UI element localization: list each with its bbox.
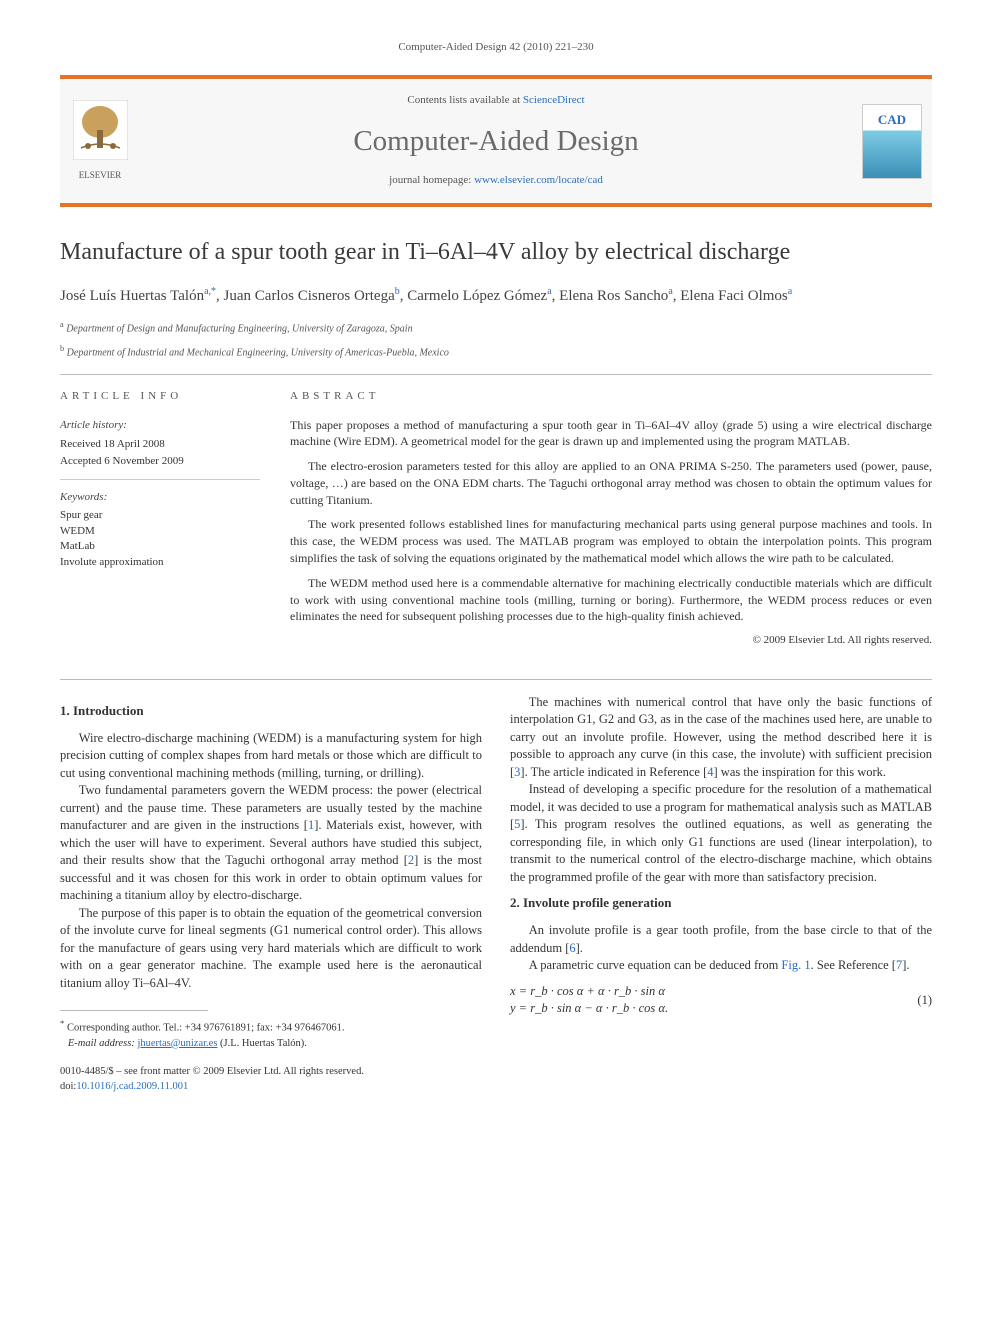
footnote-rule: [60, 1010, 208, 1011]
article-title: Manufacture of a spur tooth gear in Ti–6…: [60, 237, 932, 268]
elsevier-tree-icon: [73, 100, 128, 160]
author-3[interactable]: Carmelo López Gómeza: [407, 288, 551, 304]
article-history-heading: Article history:: [60, 417, 260, 434]
journal-homepage-line: journal homepage: www.elsevier.com/locat…: [140, 173, 852, 188]
footer-copyright: 0010-4485/$ – see front matter © 2009 El…: [60, 1065, 932, 1080]
keyword-2: WEDM: [60, 524, 260, 539]
eq1-number: (1): [917, 992, 932, 1010]
author-2[interactable]: Juan Carlos Cisneros Ortegab: [224, 288, 400, 304]
abstract-p3: The work presented follows established l…: [290, 516, 932, 566]
publisher-name: ELSEVIER: [70, 169, 130, 182]
article-body: 1. Introduction Wire electro-discharge m…: [60, 694, 932, 1052]
divider: [60, 374, 932, 375]
journal-name: Computer-Aided Design: [140, 121, 852, 162]
footnotes: * Corresponding author. Tel.: +34 976761…: [60, 1017, 482, 1051]
homepage-prefix: journal homepage:: [389, 174, 474, 186]
equation-1: x = r_b · cos α + α · r_b · sin α y = r_…: [510, 983, 932, 1018]
eq1-line2: y = r_b · sin α − α · r_b · cos α.: [510, 1000, 668, 1018]
s2-p2: A parametric curve equation can be deduc…: [510, 957, 932, 975]
article-info-sidebar: ARTICLE INFO Article history: Received 1…: [60, 389, 260, 649]
email-line: E-mail address: jhuertas@unizar.es (J.L.…: [60, 1037, 482, 1052]
author-5[interactable]: Elena Faci Olmosa: [680, 288, 792, 304]
contents-prefix: Contents lists available at: [407, 94, 522, 106]
accepted-date: Accepted 6 November 2009: [60, 453, 260, 470]
section-2-heading: 2. Involute profile generation: [510, 894, 932, 912]
journal-banner: ELSEVIER Contents lists available at Sci…: [60, 75, 932, 206]
abstract-p2: The electro-erosion parameters tested fo…: [290, 458, 932, 508]
eq1-line1: x = r_b · cos α + α · r_b · sin α: [510, 983, 668, 1001]
divider: [60, 679, 932, 680]
keyword-4: Involute approximation: [60, 555, 260, 570]
contents-available-line: Contents lists available at ScienceDirec…: [140, 93, 852, 108]
abstract-heading: ABSTRACT: [290, 389, 932, 404]
homepage-link[interactable]: www.elsevier.com/locate/cad: [474, 174, 603, 186]
doi-label: doi:: [60, 1081, 76, 1092]
corresponding-author-note: * Corresponding author. Tel.: +34 976761…: [60, 1017, 482, 1036]
affiliation-a: a Department of Design and Manufacturing…: [60, 319, 932, 336]
abstract-p4: The WEDM method used here is a commendab…: [290, 575, 932, 625]
abstract-copyright: © 2009 Elsevier Ltd. All rights reserved…: [290, 633, 932, 648]
doi-link[interactable]: 10.1016/j.cad.2009.11.001: [76, 1081, 188, 1092]
s1-p1: Wire electro-discharge machining (WEDM) …: [60, 730, 482, 783]
s1-p4: The machines with numerical control that…: [510, 694, 932, 782]
keyword-3: MatLab: [60, 539, 260, 554]
section-1-heading: 1. Introduction: [60, 702, 482, 720]
journal-cover-block: [852, 94, 932, 189]
s1-p3: The purpose of this paper is to obtain t…: [60, 905, 482, 993]
abstract-p1: This paper proposes a method of manufact…: [290, 417, 932, 451]
publisher-logo-block: ELSEVIER: [60, 90, 140, 192]
journal-cover-thumbnail: [862, 104, 922, 179]
author-list: José Luís Huertas Talóna,*, Juan Carlos …: [60, 284, 932, 308]
s1-p2: Two fundamental parameters govern the WE…: [60, 782, 482, 905]
s1-p5: Instead of developing a specific procedu…: [510, 781, 932, 886]
article-info-heading: ARTICLE INFO: [60, 389, 260, 404]
corresponding-email-link[interactable]: jhuertas@unizar.es: [137, 1038, 217, 1049]
s2-p1: An involute profile is a gear tooth prof…: [510, 922, 932, 957]
page-footer: 0010-4485/$ – see front matter © 2009 El…: [60, 1065, 932, 1094]
author-4[interactable]: Elena Ros Sanchoa: [559, 288, 673, 304]
running-head: Computer-Aided Design 42 (2010) 221–230: [60, 40, 932, 55]
affiliation-b: b Department of Industrial and Mechanica…: [60, 343, 932, 360]
author-1[interactable]: José Luís Huertas Talóna,*: [60, 288, 216, 304]
received-date: Received 18 April 2008: [60, 436, 260, 453]
keywords-heading: Keywords:: [60, 490, 260, 505]
keyword-1: Spur gear: [60, 508, 260, 523]
sciencedirect-link[interactable]: ScienceDirect: [523, 94, 585, 106]
fig-1-link[interactable]: Fig. 1: [781, 958, 810, 972]
abstract-block: ABSTRACT This paper proposes a method of…: [290, 389, 932, 649]
